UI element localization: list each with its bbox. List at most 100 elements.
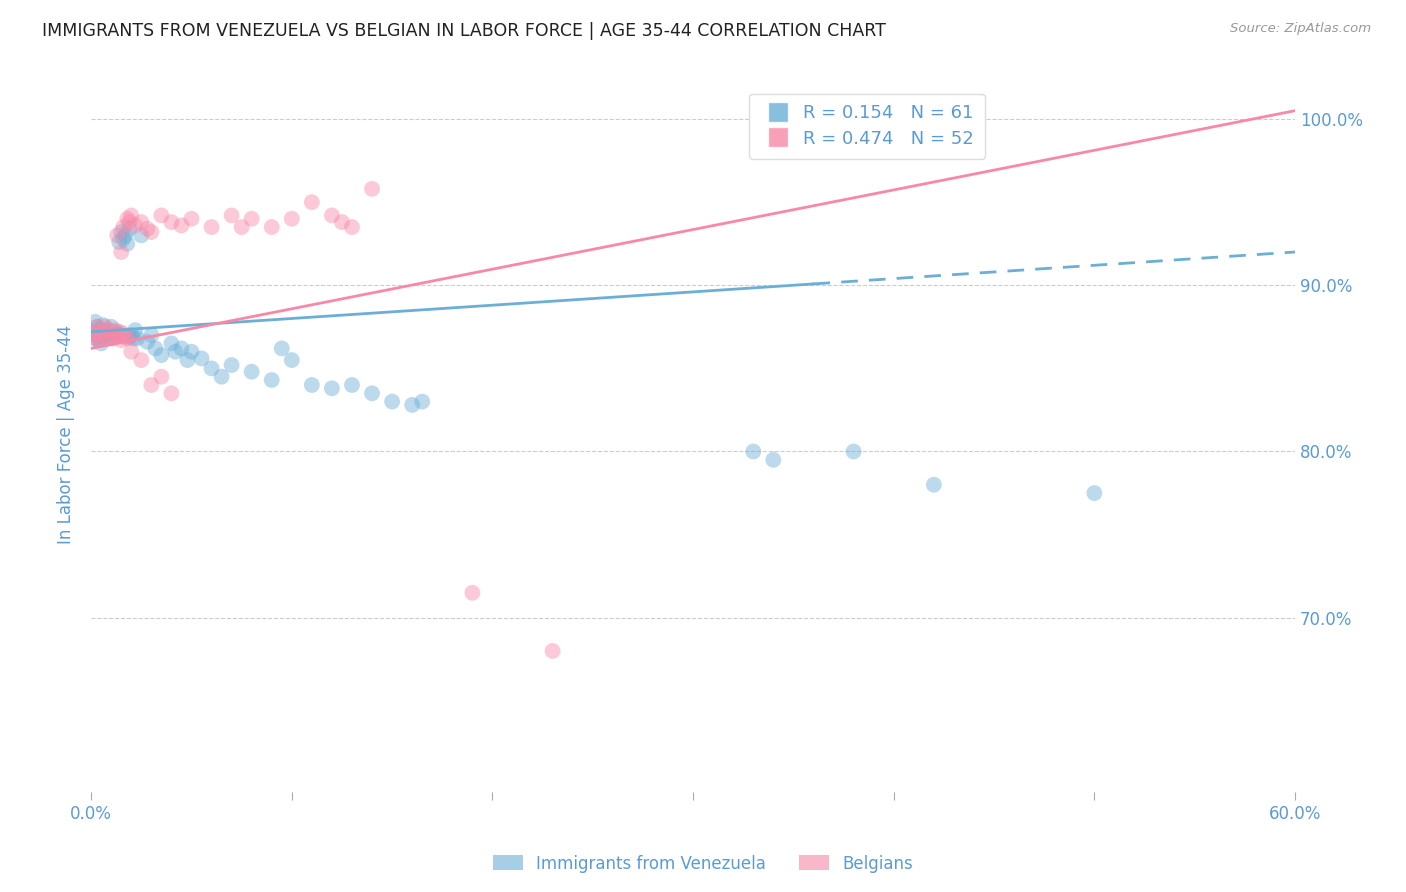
Point (361, 182, 384, 196)
Point (281, 353, 304, 368)
Point (190, 351, 212, 366)
Point (100, 319, 122, 334)
Point (90, 336, 112, 351)
Point (260, 373, 283, 387)
Point (131, 353, 153, 368)
Point (141, 378, 163, 392)
Point (411, 394, 433, 409)
Point (114, 330, 136, 344)
Point (141, 328, 163, 343)
Point (160, 215, 183, 229)
Point (96, 325, 118, 339)
Point (221, 358, 243, 372)
Point (86, 328, 108, 343)
Point (180, 344, 202, 359)
Point (200, 220, 222, 235)
Point (160, 336, 183, 351)
Point (124, 323, 146, 337)
Point (240, 365, 263, 379)
Point (86, 333, 108, 347)
Point (110, 333, 132, 347)
Point (270, 342, 292, 356)
Legend: Immigrants from Venezuela, Belgians: Immigrants from Venezuela, Belgians (486, 848, 920, 880)
Point (120, 209, 142, 223)
Text: Source: ZipAtlas.com: Source: ZipAtlas.com (1230, 22, 1371, 36)
Point (104, 325, 127, 339)
Point (842, 444, 865, 458)
Point (86, 319, 108, 334)
Point (117, 236, 139, 251)
Point (118, 215, 141, 229)
Point (118, 221, 141, 235)
Point (98, 323, 121, 337)
Text: IMMIGRANTS FROM VENEZUELA VS BELGIAN IN LABOR FORCE | AGE 35-44 CORRELATION CHAR: IMMIGRANTS FROM VENEZUELA VS BELGIAN IN … (42, 22, 886, 40)
Point (100, 328, 122, 343)
Point (114, 228, 136, 243)
Point (131, 215, 153, 229)
Point (150, 348, 173, 362)
Point (96, 328, 118, 343)
Point (141, 225, 163, 239)
Point (84, 325, 107, 339)
Point (108, 235, 131, 249)
Point (110, 245, 132, 260)
Point (170, 219, 193, 233)
Point (180, 211, 202, 226)
Point (82, 325, 104, 339)
Point (321, 209, 343, 223)
Point (90, 331, 112, 345)
Point (381, 394, 404, 409)
Point (103, 331, 125, 345)
Point (260, 220, 283, 235)
Point (1083, 486, 1105, 500)
Point (84, 331, 107, 345)
Point (361, 386, 384, 401)
Point (82, 328, 104, 343)
Point (143, 342, 166, 356)
Point (150, 209, 173, 223)
Point (160, 386, 183, 401)
Point (321, 381, 343, 395)
Point (89, 323, 111, 337)
Point (94, 319, 117, 334)
Point (108, 325, 131, 339)
Point (120, 344, 142, 359)
Point (84, 315, 107, 329)
Point (91, 318, 114, 333)
Point (231, 220, 253, 235)
Y-axis label: In Labor Force | Age 35-44: In Labor Force | Age 35-44 (58, 326, 75, 544)
Point (742, 444, 765, 458)
Point (461, 586, 484, 600)
Point (91, 325, 114, 339)
Point (176, 353, 198, 368)
Point (301, 378, 323, 392)
Point (91, 330, 114, 344)
Point (136, 221, 159, 235)
Point (112, 232, 135, 246)
Point (340, 378, 363, 392)
Point (110, 225, 132, 239)
Point (112, 220, 135, 235)
Point (94, 323, 117, 337)
Point (240, 211, 263, 226)
Point (131, 228, 153, 243)
Point (221, 209, 243, 223)
Point (122, 331, 145, 345)
Point (340, 220, 363, 235)
Point (127, 331, 149, 345)
Point (922, 477, 945, 491)
Point (104, 323, 127, 337)
Point (762, 452, 785, 467)
Legend: R = 0.154   N = 61, R = 0.474   N = 52: R = 0.154 N = 61, R = 0.474 N = 52 (749, 94, 986, 159)
Point (94, 328, 117, 343)
Point (105, 328, 128, 343)
Point (117, 211, 139, 226)
Point (170, 342, 193, 356)
Point (541, 644, 564, 658)
Point (281, 211, 304, 226)
Point (86, 319, 108, 334)
Point (330, 215, 353, 229)
Point (200, 361, 222, 376)
Point (100, 331, 122, 345)
Point (301, 195, 323, 210)
